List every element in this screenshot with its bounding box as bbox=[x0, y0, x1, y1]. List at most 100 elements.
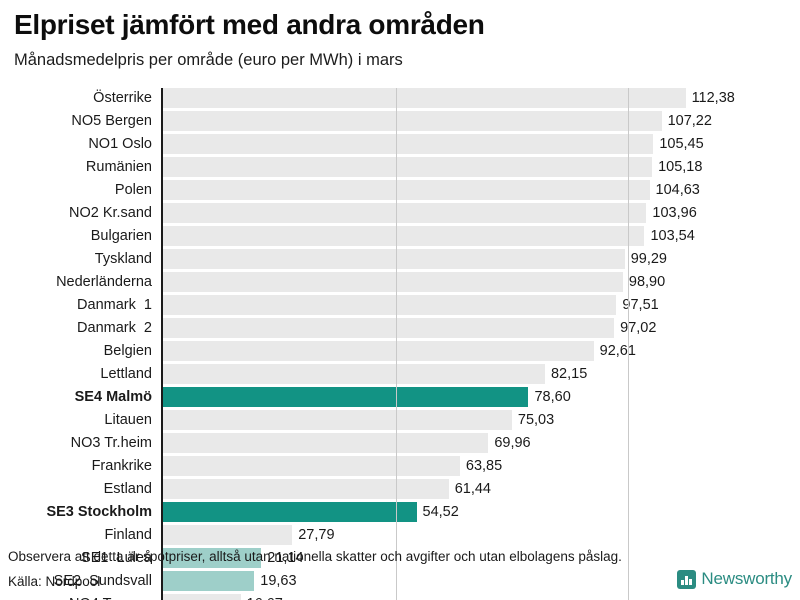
bar-category-label: NO1 Oslo bbox=[88, 136, 152, 152]
bar-row: Danmark 2 97,02 bbox=[0, 318, 800, 338]
bar bbox=[163, 433, 489, 453]
bar-row: SE3 Stockholm 54,52 bbox=[0, 502, 800, 522]
bar-row: Estland 61,44 bbox=[0, 479, 800, 499]
bar-row: Belgien 92,61 bbox=[0, 341, 800, 361]
bar-value-label: 103,96 bbox=[652, 205, 697, 221]
bar-row: SE2 Sundsvall 19,63 bbox=[0, 571, 800, 591]
page-title: Elpriset jämfört med andra områden bbox=[14, 9, 485, 40]
bar-category-label: Nederländerna bbox=[56, 274, 152, 290]
bar-category-label: NO2 Kr.sand bbox=[68, 205, 152, 221]
bar bbox=[163, 525, 293, 545]
bar-value-label: 78,60 bbox=[534, 389, 571, 405]
bar bbox=[163, 387, 529, 407]
bar-category-label: Danmark 2 bbox=[77, 320, 152, 336]
bar bbox=[163, 249, 625, 269]
bar-value-label: 61,44 bbox=[454, 481, 491, 497]
bar-category-label: NO4 Tromsø bbox=[0, 594, 152, 600]
bar-category-label: Österrike bbox=[93, 90, 152, 106]
page-subtitle: Månadsmedelpris per område (euro per MWh… bbox=[14, 51, 403, 69]
bar-row: Finland 27,79 bbox=[0, 525, 800, 545]
zero-axis-line bbox=[161, 88, 163, 600]
bar-category-label: Danmark 1 bbox=[77, 297, 152, 313]
bar-value-label: 107,22 bbox=[667, 113, 712, 129]
bar-category-label: SE2 Sundsvall bbox=[53, 573, 152, 589]
bar-category-label: Estland bbox=[103, 481, 152, 497]
bar bbox=[163, 594, 241, 600]
bar bbox=[163, 203, 647, 223]
bar-value-label: 19,63 bbox=[260, 573, 297, 589]
bar-category-label: Frankrike bbox=[91, 458, 152, 474]
bar-value-label: 54,52 bbox=[422, 504, 459, 520]
bar bbox=[163, 502, 417, 522]
bar-row: NO3 Tr.heim 69,96 bbox=[0, 433, 800, 453]
bar bbox=[163, 456, 460, 476]
bar bbox=[163, 111, 662, 131]
bar bbox=[163, 295, 617, 315]
bar-category-label: Litauen bbox=[104, 412, 152, 428]
bar-value-label: 112,38 bbox=[691, 90, 735, 106]
bar-row: SE4 Malmö 78,60 bbox=[0, 387, 800, 407]
bar-row: Lettland 82,15 bbox=[0, 364, 800, 384]
bar-category-label: Lettland bbox=[100, 366, 152, 382]
bar bbox=[163, 318, 615, 338]
bar-value-label: 105,45 bbox=[659, 136, 704, 152]
gridline bbox=[628, 88, 629, 600]
bar bbox=[163, 157, 653, 177]
bar-row: Nederländerna 98,90 bbox=[0, 272, 800, 292]
bar-row: Litauen 75,03 bbox=[0, 410, 800, 430]
bar-row: Tyskland 99,29 bbox=[0, 249, 800, 269]
bar bbox=[163, 341, 594, 361]
bar bbox=[163, 88, 686, 108]
bar-chart: Österrike 112,38 NO5 Bergen 107,22 NO1 Oslo 1… bbox=[0, 88, 800, 600]
bar-value-label: 63,85 bbox=[465, 458, 503, 474]
bar-category-label: Belgien bbox=[103, 343, 152, 359]
bar-value-label: 104,63 bbox=[655, 182, 700, 198]
bar-value-label: 27,79 bbox=[298, 527, 335, 543]
bar-value-label: 97,51 bbox=[622, 297, 659, 313]
bar bbox=[163, 479, 449, 499]
bar-chart-icon bbox=[677, 569, 697, 589]
bar-category-label: Tyskland bbox=[94, 251, 152, 267]
bar-category-label: Bulgarien bbox=[90, 228, 152, 244]
bar-value-label: 21,14 bbox=[267, 550, 304, 566]
bar-row: Rumänien 105,18 bbox=[0, 157, 800, 177]
bar-category-label: SE1 Luleå bbox=[81, 550, 152, 566]
newsworthy-logo: Newsworthy bbox=[677, 569, 792, 589]
bar-row: NO4 Tromsø 16,67 bbox=[0, 594, 800, 600]
bar-value-label: 92,61 bbox=[599, 343, 636, 359]
bar-row: Danmark 1 97,51 bbox=[0, 295, 800, 315]
bar bbox=[163, 180, 650, 200]
bar-row: Frankrike 63,85 bbox=[0, 456, 800, 476]
brand-name: Newsworthy bbox=[701, 569, 792, 588]
bar bbox=[163, 134, 654, 154]
bar-category-label: SE4 Malmö bbox=[74, 389, 152, 405]
bar-row: NO2 Kr.sand 103,96 bbox=[0, 203, 800, 223]
bar-row: Polen 104,63 bbox=[0, 180, 800, 200]
bar-value-label: 97,02 bbox=[620, 320, 657, 336]
bar-value-label: 69,96 bbox=[494, 435, 531, 451]
bar-row: NO1 Oslo 105,45 bbox=[0, 134, 800, 154]
bar-row: Österrike 112,38 bbox=[0, 88, 800, 108]
bar bbox=[163, 364, 545, 384]
bar-category-label: NO3 Tr.heim bbox=[70, 435, 152, 451]
bar-row: SE1 Luleå 21,14 bbox=[0, 548, 800, 568]
chart-header: Elpriset jämfört med andra områden Månad… bbox=[14, 8, 786, 71]
bar-value-label: 75,03 bbox=[517, 412, 555, 428]
bar-category-label: Polen bbox=[114, 182, 152, 198]
bar-rows: Österrike 112,38 NO5 Bergen 107,22 NO1 Oslo 1… bbox=[0, 88, 800, 600]
bar-category-label: Rumänien bbox=[85, 159, 152, 175]
bar bbox=[163, 226, 645, 246]
bar bbox=[163, 548, 262, 568]
bar bbox=[163, 272, 623, 292]
bar-value-label: 105,18 bbox=[658, 159, 703, 175]
bar-category-label: NO5 Bergen bbox=[71, 113, 152, 129]
gridline bbox=[395, 88, 397, 600]
bar-value-label: 82,15 bbox=[550, 366, 588, 382]
footnote: Observera att detta är spotpriser, allts… bbox=[8, 549, 622, 564]
bar-category-label: SE3 Stockholm bbox=[46, 504, 152, 520]
bar-value-label: 99,29 bbox=[630, 251, 667, 267]
bar bbox=[163, 410, 512, 430]
bar-category-label: Finland bbox=[104, 527, 152, 543]
source-label: Källa: Nordpool bbox=[8, 574, 101, 589]
